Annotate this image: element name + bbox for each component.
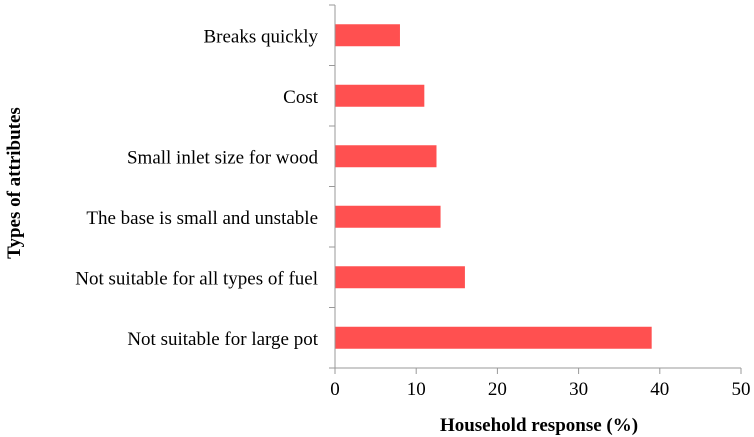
x-tick-label: 0 — [330, 379, 340, 400]
bar-6 — [335, 326, 652, 349]
category-label: Small inlet size for wood — [127, 147, 319, 168]
y-axis-title: Types of attributes — [4, 107, 25, 259]
x-tick-label: 10 — [407, 379, 426, 400]
x-tick-label: 30 — [569, 379, 588, 400]
x-tick-label: 20 — [488, 379, 507, 400]
category-label: The base is small and unstable — [86, 208, 318, 229]
bar-2 — [335, 84, 425, 107]
x-tick-labels: 0 10 20 30 40 50 — [330, 379, 750, 400]
axes-group — [329, 4, 742, 374]
category-label: Not suitable for all types of fuel — [75, 268, 318, 289]
x-tick-label: 40 — [650, 379, 669, 400]
bar-3 — [335, 145, 437, 168]
bars-group — [335, 24, 652, 349]
category-label: Cost — [283, 87, 319, 108]
category-labels: Breaks quickly Cost Small inlet size for w… — [75, 26, 318, 350]
x-axis-title: Household response (%) — [440, 415, 638, 436]
bar-1 — [335, 24, 400, 47]
bar-4 — [335, 205, 441, 228]
bar-5 — [335, 266, 465, 289]
x-tick-label: 50 — [732, 379, 751, 400]
category-label: Breaks quickly — [203, 26, 318, 47]
category-label: Not suitable for large pot — [127, 329, 318, 350]
